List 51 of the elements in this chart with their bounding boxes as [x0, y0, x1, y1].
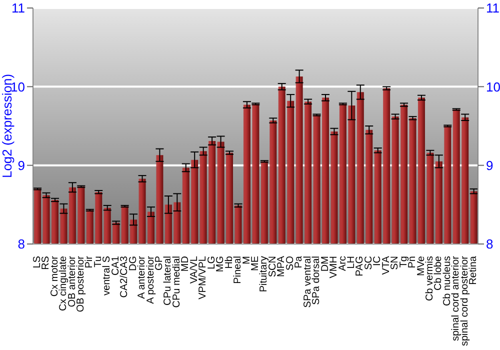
- y2-tick-label: 11: [486, 0, 500, 16]
- x-tick-label: ventral S: [102, 256, 113, 296]
- x-tick-label: Pineal: [232, 256, 244, 284]
- x-tick-label: spinal cord anterior: [450, 255, 462, 342]
- x-tick-label: Cb nucleus: [442, 256, 453, 306]
- x-tick-label: OB posterior: [75, 255, 86, 312]
- x-tick-label: VA/VL: [188, 256, 200, 284]
- x-tick-label: SCN: [267, 256, 278, 278]
- x-tick-label: Tg: [398, 256, 410, 268]
- x-tick-label: Pituitary: [258, 256, 270, 292]
- x-tick-label: Pir: [84, 255, 96, 268]
- x-tick-label: SC: [363, 256, 374, 270]
- y-tick-label: 9: [18, 158, 25, 173]
- x-tick-label: Cx cingulate: [58, 256, 70, 312]
- x-tick-label: A posterior: [145, 255, 156, 304]
- x-tick-label: DM: [320, 256, 331, 272]
- x-tick-label: PAG: [354, 256, 366, 276]
- x-tick-label: CA2/CA3: [119, 256, 130, 298]
- x-tick-label: VMH: [328, 256, 340, 278]
- x-tick-label: LH: [346, 256, 357, 269]
- y-tick-label: 11: [12, 0, 25, 16]
- x-tick-label: Arc: [337, 256, 348, 271]
- x-tick-label: CPu medial: [171, 256, 182, 308]
- y2-tick-label: 8: [486, 236, 494, 252]
- x-tick-label: LS: [32, 256, 43, 268]
- y2-tick-label: 10: [486, 79, 500, 94]
- x-tick-label: OB anterior: [66, 255, 78, 308]
- x-tick-label: IC: [372, 256, 384, 266]
- x-tick-label: Tu: [92, 256, 104, 268]
- x-tick-label: VTA: [380, 256, 392, 275]
- x-tick-label: Pn: [407, 256, 418, 268]
- x-tick-label: spinal cord posterior: [459, 255, 470, 346]
- x-tick-label: M: [241, 256, 252, 264]
- x-tick-label: DG: [128, 256, 139, 271]
- x-tick-label: Hb: [224, 256, 235, 269]
- y-tick-label: 8: [18, 236, 25, 252]
- x-tick-label: CA1: [110, 256, 122, 276]
- x-tick-label: SO: [284, 256, 296, 270]
- x-tick-label: ME: [250, 256, 261, 271]
- x-tick-label: MVe: [416, 256, 427, 276]
- x-tick-label: SN: [390, 256, 401, 270]
- x-tick-label: Pa: [294, 256, 305, 268]
- x-tick-label: A anterior: [136, 255, 148, 299]
- x-tick-label: RS: [40, 256, 52, 270]
- y2-tick-label: 9: [486, 158, 494, 173]
- x-tick-label: SPa dorsal: [311, 256, 322, 305]
- x-tick-label: Retina: [468, 256, 480, 285]
- x-tick-label: Cb lobe: [433, 256, 444, 290]
- x-tick-label: LG: [206, 256, 218, 270]
- x-tick-label: MPA: [276, 256, 288, 277]
- x-tick-label: VPM/VPL: [198, 256, 209, 300]
